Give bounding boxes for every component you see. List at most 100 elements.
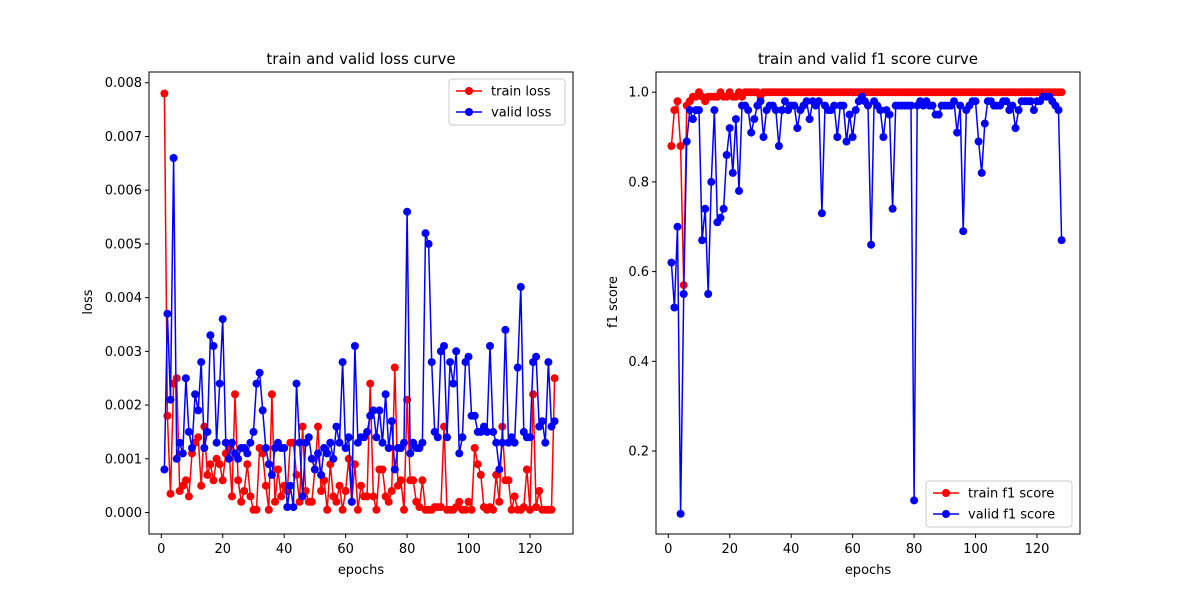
- data-point: [774, 142, 783, 150]
- x-tick-label: 60: [337, 542, 354, 557]
- data-point: [452, 347, 461, 356]
- data-point: [200, 444, 209, 452]
- data-point: [224, 454, 233, 463]
- data-point: [667, 258, 676, 267]
- data-point: [172, 374, 181, 383]
- data-point: [350, 342, 359, 350]
- data-point: [1029, 106, 1038, 115]
- x-tick-label: 0: [664, 542, 672, 557]
- data-point: [283, 503, 292, 512]
- data-point: [495, 465, 504, 474]
- x-tick-label: 20: [721, 542, 738, 557]
- data-point: [206, 460, 215, 469]
- data-point: [504, 476, 513, 485]
- data-point: [335, 438, 344, 447]
- data-point: [237, 497, 246, 506]
- legend-label: valid f1 score: [968, 508, 1055, 523]
- data-point: [387, 487, 396, 495]
- data-point: [335, 481, 344, 490]
- data-point: [541, 438, 550, 447]
- data-point: [363, 492, 372, 501]
- data-point: [544, 358, 553, 367]
- data-point: [344, 454, 353, 463]
- data-point: [498, 438, 507, 447]
- data-point: [934, 110, 943, 119]
- data-point: [928, 101, 937, 110]
- data-point: [415, 503, 424, 512]
- data-point: [246, 492, 255, 501]
- data-point: [396, 476, 405, 485]
- chart-title: train and valid loss curve: [266, 50, 455, 68]
- x-tick-label: 120: [518, 542, 543, 557]
- data-point: [1026, 97, 1035, 106]
- x-tick-label: 100: [456, 542, 481, 557]
- legend-marker: [465, 87, 473, 95]
- data-point: [907, 101, 915, 110]
- data-point: [974, 137, 983, 146]
- data-point: [519, 503, 528, 512]
- data-point: [369, 406, 378, 415]
- data-point: [218, 315, 227, 324]
- data-point: [486, 342, 494, 350]
- data-point: [406, 449, 415, 458]
- data-point: [280, 444, 289, 452]
- data-point: [483, 427, 491, 436]
- data-point: [240, 487, 249, 495]
- data-point: [292, 379, 301, 388]
- data-point: [433, 433, 442, 442]
- data-point: [489, 427, 498, 436]
- data-point: [234, 476, 243, 485]
- data-point: [510, 438, 519, 447]
- data-point: [473, 460, 482, 469]
- data-point: [304, 433, 313, 442]
- data-point: [888, 204, 897, 213]
- legend-box: [925, 480, 1073, 528]
- data-point: [175, 438, 184, 447]
- data-point: [458, 433, 467, 442]
- data-point: [535, 487, 544, 495]
- axes-frame: [148, 71, 574, 535]
- data-point: [793, 124, 802, 133]
- data-point: [261, 481, 270, 490]
- y-tick-label: 0.003: [105, 345, 142, 360]
- data-point: [188, 444, 196, 452]
- data-point: [209, 342, 218, 350]
- data-point: [194, 433, 203, 442]
- data-point: [384, 497, 393, 506]
- y-tick-label: 0.006: [105, 184, 142, 199]
- data-point: [698, 236, 707, 245]
- data-point: [191, 390, 200, 399]
- data-point: [722, 151, 731, 159]
- data-point: [971, 97, 980, 106]
- data-point: [274, 465, 282, 474]
- data-point: [264, 505, 273, 514]
- data-point: [307, 497, 316, 506]
- series-line: [670, 90, 1062, 286]
- data-point: [181, 374, 190, 383]
- y-tick-label: 0.000: [105, 506, 142, 521]
- data-point: [252, 505, 261, 514]
- data-point: [790, 101, 799, 110]
- legend-label: valid loss: [491, 106, 552, 121]
- data-point: [501, 325, 510, 334]
- data-point: [489, 505, 498, 514]
- data-point: [369, 492, 378, 501]
- data-point: [440, 342, 448, 350]
- data-point: [298, 422, 307, 431]
- data-point: [326, 438, 335, 447]
- y-tick-label: 0.004: [105, 291, 142, 306]
- data-point: [1054, 106, 1063, 115]
- data-point: [228, 492, 236, 501]
- data-point: [977, 168, 986, 177]
- data-point: [833, 133, 842, 141]
- data-point: [670, 303, 679, 312]
- data-point: [387, 417, 396, 426]
- data-point: [375, 406, 384, 415]
- data-point: [212, 438, 221, 447]
- axes-frame: [655, 71, 1081, 535]
- data-point: [160, 465, 169, 474]
- data-point: [470, 444, 479, 452]
- data-point: [910, 496, 919, 505]
- data-point: [332, 422, 341, 431]
- data-point: [381, 390, 390, 399]
